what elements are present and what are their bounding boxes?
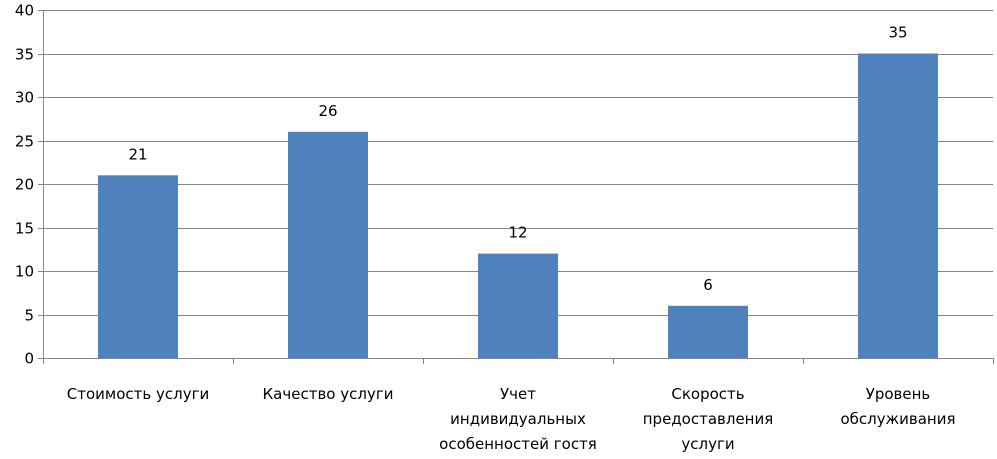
category-labels: Стоимость услуги Качество услуги Учет индив… [67, 385, 956, 453]
axes [43, 10, 994, 364]
category-label: обслуживания [840, 410, 955, 428]
bar [858, 53, 938, 358]
category-label: Стоимость услуги [67, 385, 209, 403]
data-label: 12 [508, 224, 527, 242]
bar [288, 131, 368, 358]
category-label: Качество услуги [263, 385, 394, 403]
data-labels: 21 26 12 6 35 [128, 24, 907, 294]
data-label: 26 [318, 102, 337, 120]
bar [98, 175, 178, 358]
data-label: 21 [128, 145, 147, 163]
gridlines [43, 10, 993, 316]
y-tick-label: 15 [15, 220, 34, 238]
y-tick-label: 20 [15, 176, 34, 194]
y-tick-label: 30 [15, 89, 34, 107]
category-label: индивидуальных [450, 410, 586, 428]
bar [668, 305, 748, 358]
category-label: Уровень [866, 385, 931, 403]
category-label: предоставления [643, 410, 774, 428]
data-label: 6 [703, 276, 713, 294]
y-tick-label: 10 [15, 263, 34, 281]
category-label: услуги [681, 435, 734, 453]
bars [98, 53, 938, 358]
data-label: 35 [888, 24, 907, 42]
y-tick-label: 35 [15, 46, 34, 64]
y-axis-ticks: 0 5 10 15 20 25 30 35 40 [15, 2, 43, 368]
category-label: Учет [500, 385, 536, 403]
y-tick-label: 0 [24, 350, 34, 368]
category-label: особенностей гостя [439, 435, 597, 453]
category-label: Скорость [671, 385, 744, 403]
y-tick-label: 5 [24, 307, 34, 325]
y-tick-label: 40 [15, 2, 34, 20]
y-tick-label: 25 [15, 133, 34, 151]
bar [478, 253, 558, 358]
